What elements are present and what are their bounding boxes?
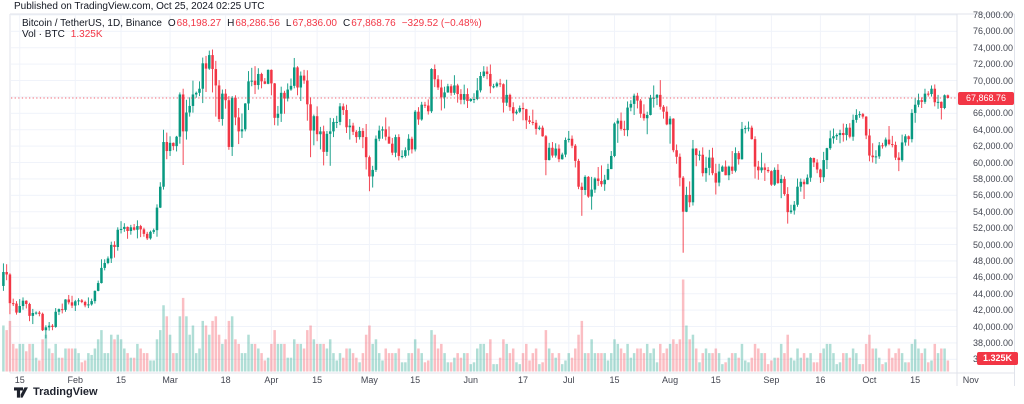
time-axis-label: 15	[410, 375, 421, 385]
price-axis-label: 64,000.00	[972, 124, 1013, 135]
high-value: H 68,286.56	[227, 18, 280, 29]
last-price-label: 67,868.76	[958, 92, 1014, 105]
volume-legend-label: Vol · BTC	[22, 29, 65, 40]
volume-legend-value: 1.325K	[70, 29, 103, 40]
price-axis-label: 40,000.00	[972, 321, 1013, 332]
time-axis-label: 15	[116, 375, 127, 385]
price-axis-label: 66,000.00	[972, 108, 1013, 119]
price-axis-label: 78,000.00	[972, 9, 1013, 20]
time-axis-label: Nov	[962, 375, 979, 385]
time-axis-label: Mar	[162, 375, 178, 385]
time-axis-label: 15	[710, 375, 721, 385]
price-axis-label: 46,000.00	[972, 272, 1013, 283]
time-axis-label: 18	[220, 375, 231, 385]
price-axis-label: 62,000.00	[972, 141, 1013, 152]
price-axis-label: 72,000.00	[972, 59, 1013, 70]
open-value: O 68,198.27	[167, 18, 222, 29]
published-header: Published on TradingView.com, Oct 25, 20…	[14, 1, 265, 12]
price-axis-label: 76,000.00	[972, 26, 1013, 37]
tradingview-logo-text: TradingView	[33, 386, 98, 398]
time-axis-label: Oct	[862, 375, 877, 385]
change-value: −329.52 (−0.48%)	[401, 18, 482, 29]
time-axis-label: Jun	[463, 375, 478, 385]
time-axis-label: Apr	[264, 375, 279, 385]
tradingview-logo[interactable]: TradingView	[14, 386, 98, 398]
close-value: C 67,868.76	[342, 18, 396, 29]
time-axis-label: Sep	[763, 375, 780, 385]
symbol-title: Bitcoin / TetherUS, 1D, Binance	[22, 18, 162, 29]
price-axis-label: 52,000.00	[972, 223, 1013, 234]
time-axis-label: 15	[14, 375, 25, 385]
time-axis-label: 16	[815, 375, 826, 385]
price-axis-label: 48,000.00	[972, 255, 1013, 266]
time-axis-label: May	[360, 375, 378, 385]
price-axis-label: 58,000.00	[972, 173, 1013, 184]
price-axis-label: 56,000.00	[972, 190, 1013, 201]
time-axis-label: Feb	[67, 375, 84, 385]
price-axis-label: 74,000.00	[972, 42, 1013, 53]
price-axis-label: 42,000.00	[972, 305, 1013, 316]
last-volume-label: 1.325K	[977, 352, 1018, 365]
low-value: L 67,836.00	[285, 18, 337, 29]
price-axis-label: 50,000.00	[972, 239, 1013, 250]
time-axis-label: 15	[609, 375, 620, 385]
price-axis-label: 54,000.00	[972, 206, 1013, 217]
price-axis-label: 60,000.00	[972, 157, 1013, 168]
price-axis-label: 38,000.00	[972, 337, 1013, 348]
time-axis-label: Aug	[662, 375, 679, 385]
time-axis-label: 15	[910, 375, 921, 385]
price-axis-label: 44,000.00	[972, 288, 1013, 299]
time-axis-label: Jul	[562, 375, 575, 385]
legend-volume-row: Vol · BTC 1.325K	[22, 29, 482, 40]
tradingview-logo-icon	[14, 386, 29, 398]
time-axis-label: 15	[312, 375, 323, 385]
chart-legend: Bitcoin / TetherUS, 1D, Binance O 68,198.…	[22, 18, 482, 40]
price-axis-label: 70,000.00	[972, 75, 1013, 86]
legend-ohlc-row: Bitcoin / TetherUS, 1D, Binance O 68,198.…	[22, 18, 482, 29]
time-axis-label: 17	[517, 375, 529, 385]
